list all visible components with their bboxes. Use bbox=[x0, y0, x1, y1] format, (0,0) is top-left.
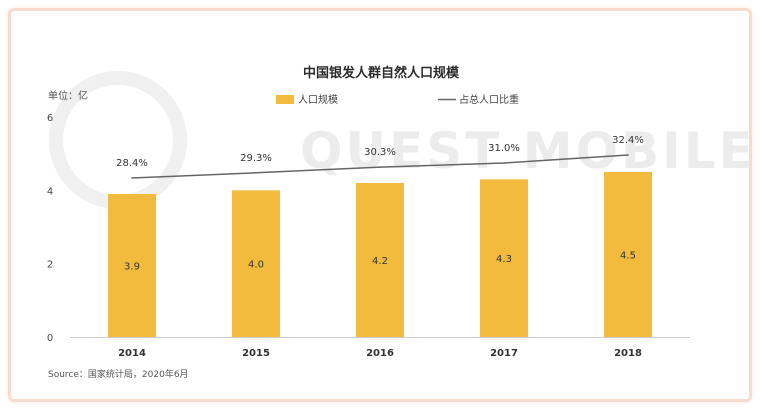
chart-title: 中国银发人群自然人口规模 bbox=[303, 65, 460, 81]
bar-value-label: 4.0 bbox=[248, 260, 264, 271]
x-tick-label: 2014 bbox=[118, 348, 146, 359]
share-point bbox=[131, 177, 133, 179]
source-note: Source：国家统计局，2020年6月 bbox=[48, 368, 189, 380]
y-tick-label: 6 bbox=[47, 113, 53, 124]
bar-value-label: 4.2 bbox=[372, 256, 388, 267]
legend: 人口规模 占总人口比重 bbox=[276, 93, 519, 106]
y-tick-label: 0 bbox=[47, 333, 53, 344]
bars: 3.9 4.0 4.2 4.3 4.5 bbox=[108, 172, 652, 337]
bar bbox=[108, 194, 156, 337]
bar bbox=[232, 190, 280, 337]
share-point bbox=[379, 166, 381, 168]
y-tick-label: 4 bbox=[47, 186, 53, 197]
unit-label: 单位：亿 bbox=[48, 89, 88, 102]
share-value-label: 31.0% bbox=[488, 143, 520, 154]
share-value-label: 30.3% bbox=[364, 147, 396, 158]
share-value-label: 28.4% bbox=[116, 158, 148, 169]
share-point bbox=[627, 154, 629, 156]
x-tick-label: 2018 bbox=[614, 348, 642, 359]
line-series: 28.4% 29.3% 30.3% 31.0% 32.4% bbox=[116, 135, 644, 179]
share-point bbox=[255, 172, 257, 174]
legend-swatch-bar bbox=[276, 95, 294, 104]
legend-label-bar: 人口规模 bbox=[298, 93, 338, 106]
bar bbox=[480, 179, 528, 337]
watermark-text: QUEST MOBILE bbox=[300, 122, 756, 180]
bar-value-label: 4.3 bbox=[496, 254, 512, 265]
x-tick-label: 2015 bbox=[242, 348, 270, 359]
bar-value-label: 4.5 bbox=[620, 251, 636, 262]
x-axis: 2014 2015 2016 2017 2018 bbox=[118, 348, 642, 359]
share-value-label: 29.3% bbox=[240, 153, 272, 164]
share-point bbox=[503, 162, 505, 164]
y-tick-label: 2 bbox=[47, 260, 53, 271]
x-tick-label: 2016 bbox=[366, 348, 394, 359]
y-axis: 0 2 4 6 bbox=[47, 113, 53, 344]
bar bbox=[356, 183, 404, 337]
x-tick-label: 2017 bbox=[490, 348, 518, 359]
bar bbox=[604, 172, 652, 337]
legend-label-line: 占总人口比重 bbox=[459, 93, 519, 106]
bar-value-label: 3.9 bbox=[124, 262, 140, 273]
share-value-label: 32.4% bbox=[612, 135, 644, 146]
